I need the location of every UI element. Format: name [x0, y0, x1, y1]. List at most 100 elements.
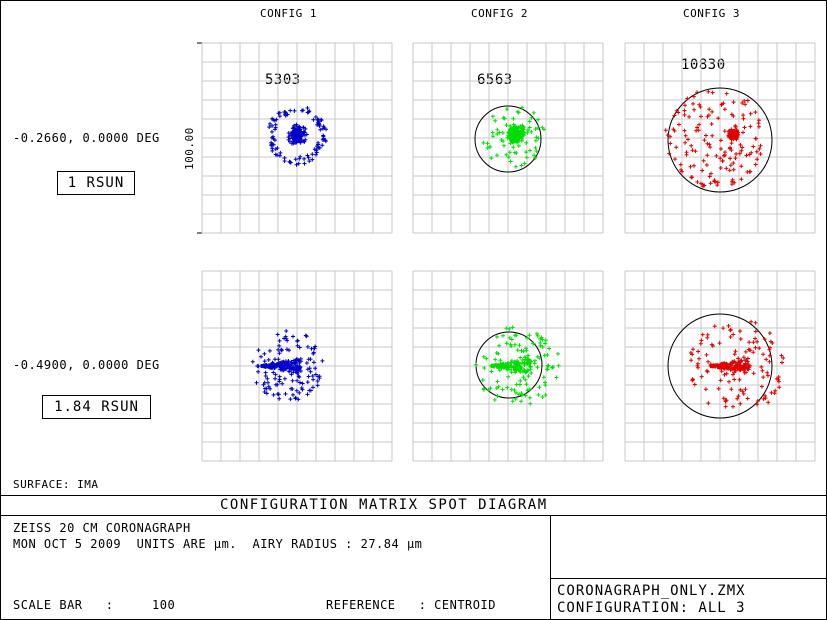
spot-point: [762, 337, 767, 342]
spot-point: [747, 340, 752, 345]
spot-point: [527, 119, 532, 124]
spot-point: [737, 377, 742, 382]
spot-point: [736, 356, 741, 361]
spot-point: [699, 374, 704, 379]
spot-point: [529, 115, 534, 120]
spot-point: [316, 140, 321, 145]
spot-point: [317, 124, 322, 128]
spot-point: [284, 329, 289, 333]
spot-point: [489, 369, 494, 374]
spot-point: [298, 380, 302, 385]
spot-point: [524, 140, 529, 145]
spot-point: [723, 399, 728, 404]
spot-point: [744, 153, 749, 158]
spot-point: [293, 157, 298, 162]
spot-point: [289, 372, 294, 377]
spot-point: [296, 397, 301, 402]
spot-point: [746, 367, 751, 372]
spot-point: [716, 386, 721, 391]
spot-point: [754, 149, 759, 154]
spot-point: [541, 375, 546, 380]
spot-point: [271, 392, 276, 397]
spot-point: [296, 161, 301, 166]
spot-point: [674, 108, 679, 113]
spot-point: [767, 359, 772, 364]
spot-point: [741, 116, 746, 121]
spot-point: [774, 376, 779, 381]
spot-point: [298, 359, 303, 364]
spot-point: [751, 371, 756, 376]
spot-point: [497, 368, 502, 373]
spot-point: [710, 343, 715, 348]
spot-point: [276, 392, 281, 397]
spot-point: [513, 333, 517, 338]
spot-point: [291, 125, 296, 130]
spot-point: [514, 390, 518, 395]
spot-point: [525, 361, 530, 365]
spot-point: [493, 118, 498, 123]
spot-point: [533, 138, 538, 143]
spot-point: [312, 346, 317, 351]
spot-point: [313, 372, 318, 377]
spot-point: [755, 402, 759, 407]
spot-point: [704, 133, 708, 138]
spot-point: [315, 122, 320, 127]
spot-point: [316, 374, 320, 379]
spot-point: [543, 393, 548, 397]
spot-point: [270, 116, 275, 121]
spot-point: [726, 129, 731, 134]
spot-point: [728, 367, 733, 372]
spot-point: [302, 161, 307, 166]
spot-point: [259, 354, 263, 359]
spot-point: [727, 379, 731, 384]
spot-point: [706, 401, 711, 406]
spot-point: [757, 146, 762, 151]
spot-point: [734, 128, 739, 133]
spot-point: [270, 129, 274, 134]
spot-point: [266, 357, 271, 362]
spot-point: [758, 143, 763, 148]
spot-point: [688, 164, 693, 169]
spot-point: [723, 150, 727, 155]
diagram-title: CONFIGURATION MATRIX SPOT DIAGRAM: [220, 497, 548, 513]
spot-point: [731, 360, 735, 365]
spot-point: [519, 163, 524, 168]
spot-point: [296, 367, 301, 371]
spot-point: [748, 111, 753, 116]
spot-point: [722, 372, 727, 377]
spot-point: [294, 388, 299, 393]
spot-point: [317, 145, 322, 150]
spot-point: [302, 130, 307, 135]
spot-point: [262, 351, 267, 356]
spot-point: [550, 365, 555, 370]
spot-point: [733, 349, 738, 354]
spot-point: [491, 134, 495, 139]
spot-point: [734, 152, 739, 156]
spot-point: [295, 343, 300, 348]
spot-point: [689, 358, 694, 363]
spot-point: [513, 397, 518, 401]
spot-point: [753, 329, 758, 334]
spot-point: [705, 369, 710, 374]
spot-point: [274, 362, 279, 367]
spot-point: [739, 148, 744, 153]
spot-point: [283, 334, 288, 339]
spot-point: [724, 371, 729, 376]
spot-point: [525, 130, 530, 135]
spot-point: [674, 145, 679, 150]
spot-point: [694, 128, 699, 133]
spot-point: [511, 145, 516, 150]
spot-point: [739, 164, 744, 169]
spot-point: [256, 369, 261, 374]
spot-point: [308, 369, 313, 374]
spot-point: [672, 113, 677, 118]
spot-point: [291, 136, 296, 141]
spot-point: [692, 107, 697, 112]
spot-point: [697, 356, 701, 361]
spot-point: [745, 98, 750, 103]
spot-point: [526, 128, 531, 133]
spot-point: [504, 326, 509, 331]
spot-point: [273, 357, 277, 362]
spot-point: [539, 335, 544, 340]
spot-point: [508, 124, 513, 128]
